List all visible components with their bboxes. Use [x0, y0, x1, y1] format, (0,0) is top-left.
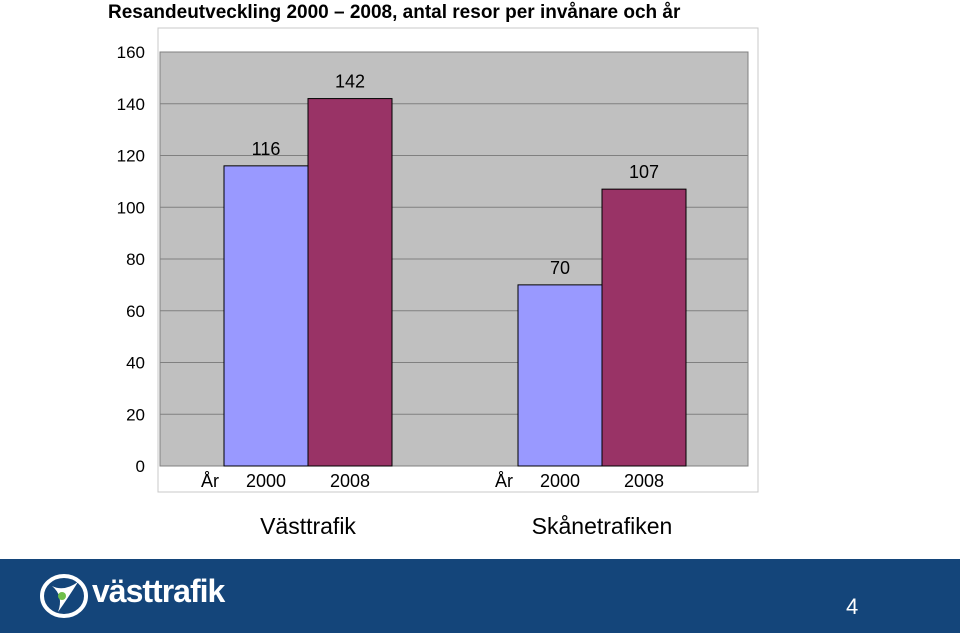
vasttrafik-logo-icon — [40, 574, 88, 618]
y-tick-label: 80 — [126, 250, 145, 269]
category-labels: 2000 2008 År 2000 2008 År — [201, 471, 664, 491]
category-label: 2008 — [624, 471, 664, 491]
page-number: 4 — [846, 594, 859, 619]
y-tick-label: 0 — [136, 457, 145, 476]
category-label: 2000 — [246, 471, 286, 491]
y-tick-label: 20 — [126, 405, 145, 424]
bar-value-label: 107 — [629, 162, 659, 182]
bar — [601, 188, 687, 467]
y-tick-label: 160 — [117, 43, 145, 62]
bar-value-label: 116 — [252, 139, 281, 159]
group-label: Västtrafik — [260, 513, 356, 539]
category-label: 2000 — [540, 471, 580, 491]
y-tick-label: 100 — [117, 198, 145, 217]
footer-bar — [0, 559, 960, 633]
y-tick-label: 40 — [126, 354, 145, 373]
footer-logo-text: västtrafik — [92, 573, 225, 609]
bar — [307, 98, 393, 467]
group-labels: Västtrafik Skånetrafiken — [260, 513, 672, 539]
bars — [223, 98, 687, 467]
bar-value-label: 142 — [335, 72, 365, 92]
y-axis-ticks: 0 20 40 60 80 100 120 140 160 — [117, 43, 145, 476]
category-prefix-label: År — [201, 471, 219, 491]
y-tick-label: 120 — [117, 147, 145, 166]
y-tick-label: 140 — [117, 95, 145, 114]
bar-value-labels: 116 142 70 107 — [252, 72, 659, 278]
group-label: Skånetrafiken — [532, 513, 673, 539]
bar-value-label: 70 — [550, 258, 570, 278]
category-label: 2008 — [330, 471, 370, 491]
bar — [223, 165, 309, 467]
bar — [517, 284, 603, 467]
category-prefix-label: År — [495, 471, 513, 491]
chart-title: Resandeutveckling 2000 – 2008, antal res… — [108, 2, 681, 23]
y-tick-label: 60 — [126, 302, 145, 321]
